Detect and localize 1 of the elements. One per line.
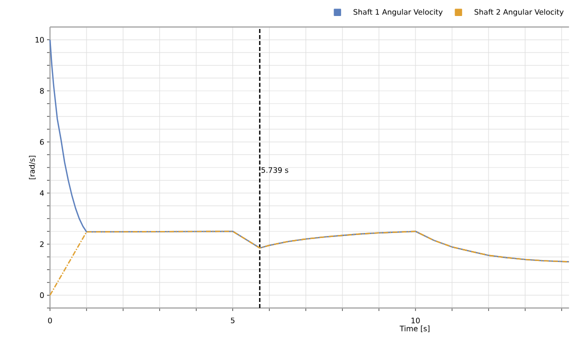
line-series xyxy=(49,230,570,296)
